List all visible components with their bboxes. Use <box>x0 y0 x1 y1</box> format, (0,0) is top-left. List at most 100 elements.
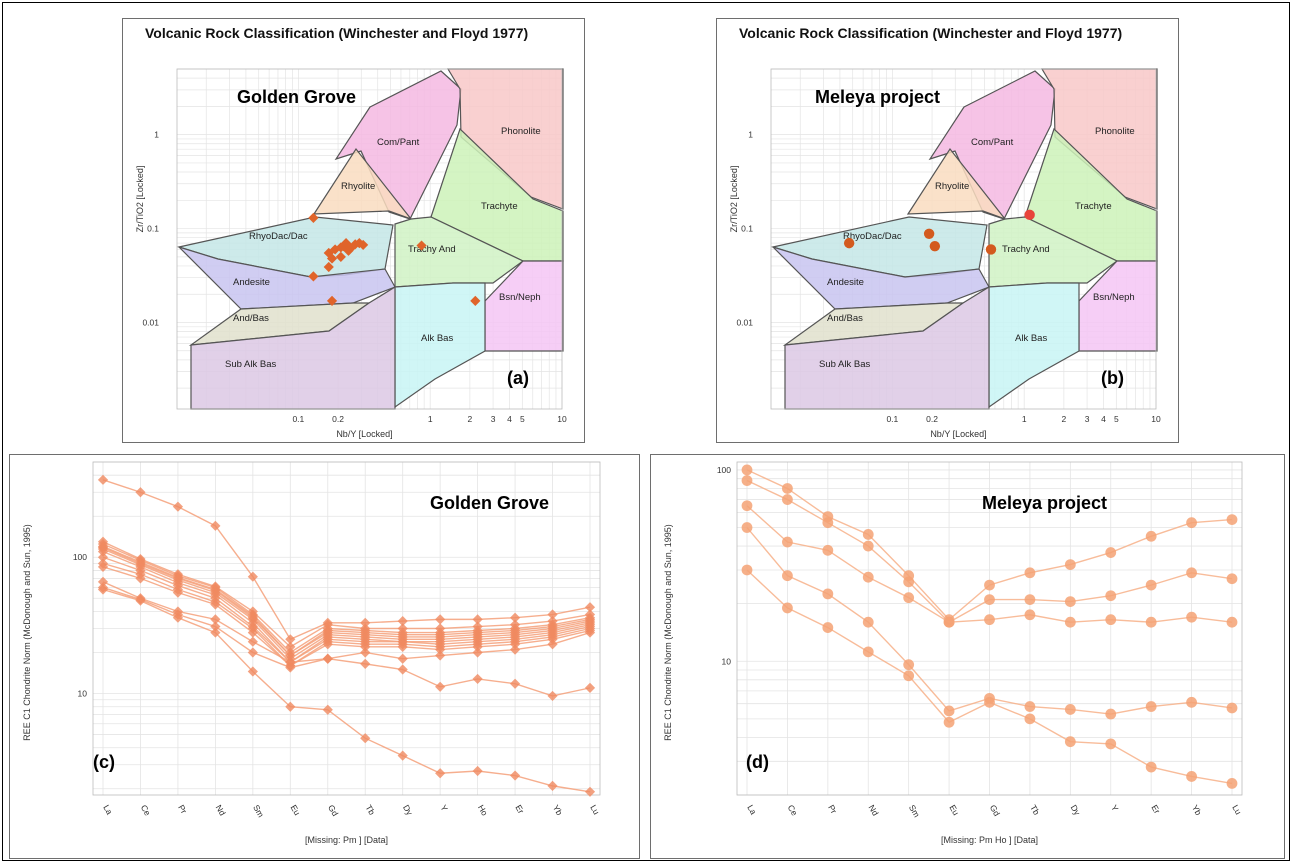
x-tick-label: 0.2 <box>926 414 938 424</box>
data-point <box>509 770 521 781</box>
data-point <box>97 474 109 485</box>
x-tick-label: 5 <box>520 414 525 424</box>
series-line <box>102 562 591 667</box>
data-point <box>247 666 258 677</box>
data-point <box>247 571 258 582</box>
y-tick-label: 10 <box>722 656 732 666</box>
panel-d: 100 10 La Ce Pr Nd Sm Eu Gd Tb Dy Y Er Yb Lu [Missing: … <box>650 454 1285 859</box>
panel-c: 100 10 La Ce Pr Nd Sm Eu Gd Tb Dy Y Ho Er Yb Lu [Missing… <box>9 454 640 859</box>
series-line <box>102 545 591 657</box>
y-tick-label: 100 <box>73 552 87 562</box>
y-tick-label: 0.1 <box>741 224 753 234</box>
data-point <box>326 253 338 264</box>
data-point <box>741 500 753 512</box>
data-point <box>782 602 793 614</box>
field-label-phonolite: Phonolite <box>501 126 541 137</box>
data-point <box>903 670 915 682</box>
data-point <box>416 240 427 251</box>
x-tick-label-ce: Ce <box>786 803 800 818</box>
data-point <box>435 768 446 779</box>
x-tick-label: 1 <box>428 414 433 424</box>
y-axis-label: REE C1 Chondrite Norm (McDonough and Sun… <box>22 524 32 741</box>
data-point <box>285 701 296 712</box>
data-point <box>472 614 483 625</box>
data-point <box>509 678 521 689</box>
x-tick-label-ho: Ho <box>476 803 490 818</box>
x-tick-label: 10 <box>557 414 567 424</box>
data-point <box>822 544 834 556</box>
field-label-trachy-and: Trachy And <box>1002 244 1050 255</box>
ree-plot-c: 100 10 La Ce Pr Nd Sm Eu Gd Tb Dy Y Ho Er Yb Lu [Missing… <box>22 461 602 845</box>
x-tick-label-pr: Pr <box>826 803 839 816</box>
x-tick-label: 0.1 <box>292 414 304 424</box>
data-point <box>1186 567 1197 579</box>
field-label-sub-alk-bas: Sub Alk Bas <box>225 359 276 370</box>
x-tick-label-pr: Pr <box>176 803 189 816</box>
data-point <box>741 522 753 533</box>
data-point <box>1024 609 1036 621</box>
plot-area <box>92 461 601 796</box>
data-point <box>397 653 408 664</box>
data-point <box>509 612 521 623</box>
x-tick-label: 4 <box>1101 414 1106 424</box>
data-point <box>1226 514 1238 525</box>
x-tick-label-lu: Lu <box>588 803 602 816</box>
data-point <box>435 644 446 655</box>
x-tick-label-yb: Yb <box>1190 803 1204 817</box>
y-tick-label: 0.01 <box>736 318 753 328</box>
data-point <box>472 647 483 658</box>
x-tick-label-er: Er <box>513 803 526 816</box>
data-point <box>335 251 346 262</box>
series-line <box>102 548 591 660</box>
x-tick-label: 0.2 <box>332 414 344 424</box>
field-label-and-bas: And/Bas <box>233 313 269 324</box>
data-point <box>782 494 793 505</box>
data-point <box>1186 696 1197 708</box>
data-point <box>923 228 935 239</box>
x-tick-label-gd: Gd <box>988 803 1002 818</box>
y-tick-label: 0.1 <box>147 224 159 234</box>
x-tick-label-gd: Gd <box>326 803 340 818</box>
data-point <box>472 641 483 652</box>
data-point <box>1226 573 1238 585</box>
x-tick-label: 2 <box>1062 414 1067 424</box>
data-point <box>1105 614 1117 626</box>
panel-a-label: Golden Grove <box>237 87 357 107</box>
data-point <box>472 765 483 777</box>
field-label-com-pant: Com/Pant <box>377 137 420 148</box>
data-point <box>984 696 995 708</box>
data-point <box>360 641 371 652</box>
data-point <box>326 295 338 306</box>
x-tick-label-la: La <box>745 803 759 816</box>
data-point <box>943 705 955 717</box>
x-tick-label-y: Y <box>438 803 450 813</box>
data-point <box>1145 616 1157 628</box>
series-line <box>102 543 591 654</box>
x-tick-label-dy: Dy <box>1069 803 1083 818</box>
data-point <box>1226 616 1238 628</box>
panel-a-title: Volcanic Rock Classification (Winchester… <box>145 25 529 41</box>
field-label-com-pant: Com/Pant <box>971 137 1014 148</box>
field-label-bsn-neph: Bsn/Neph <box>1093 292 1135 303</box>
ree-plot-d: 100 10 La Ce Pr Nd Sm Eu Gd Tb Dy Y Er Yb Lu [Missing: … <box>663 461 1244 845</box>
data-point <box>360 617 371 628</box>
data-point <box>1186 517 1197 529</box>
data-point <box>1024 567 1036 579</box>
panel-c-letter: (c) <box>93 752 115 772</box>
data-point <box>1064 704 1076 715</box>
field-label-trachy-and: Trachy And <box>408 244 456 255</box>
x-tick-label-nd: Nd <box>867 803 881 818</box>
field-label-phonolite: Phonolite <box>1095 126 1135 137</box>
data-point <box>1145 701 1157 712</box>
data-point <box>1105 590 1117 602</box>
x-tick-label: 5 <box>1114 414 1119 424</box>
panel-c-label: Golden Grove <box>430 493 550 513</box>
x-tick-label-yb: Yb <box>551 803 565 817</box>
x-tick-label-eu: Eu <box>289 803 303 817</box>
panel-a-letter: (a) <box>507 368 529 388</box>
series-line <box>102 581 591 697</box>
data-point <box>943 616 955 628</box>
field-bsn-neph <box>484 260 564 352</box>
series-line <box>102 550 591 664</box>
field-label-andesite: Andesite <box>827 277 864 288</box>
